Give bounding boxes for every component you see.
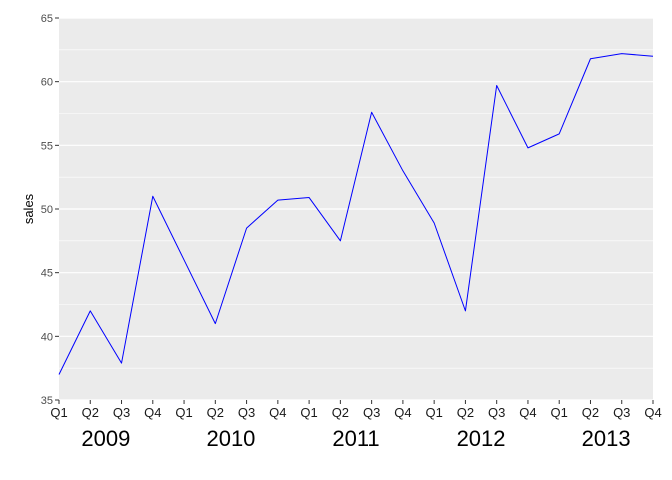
x-tick-label: Q4 <box>644 405 661 420</box>
y-tick-label: 50 <box>41 204 53 216</box>
x-tick-label: Q2 <box>82 405 99 420</box>
y-tick-label: 40 <box>41 331 53 343</box>
x-tick-label: Q2 <box>332 405 349 420</box>
year-label: 2012 <box>457 426 506 451</box>
x-tick-label: Q3 <box>363 405 380 420</box>
y-tick-label: 55 <box>41 140 53 152</box>
x-tick-label: Q4 <box>269 405 286 420</box>
year-label: 2009 <box>81 426 130 451</box>
year-labels: 2009 2010 2011 2012 2013 <box>81 426 630 451</box>
x-tick-label: Q2 <box>457 405 474 420</box>
x-tick-label: Q4 <box>519 405 536 420</box>
x-axis: Q1 Q2 Q3 Q4 Q1 Q2 Q3 Q4 Q1 Q2 Q3 Q4 Q1 Q2 Q3 Q4 Q1 Q2 Q3 Q4 <box>50 400 662 420</box>
x-tick-label: Q3 <box>613 405 630 420</box>
year-label: 2013 <box>582 426 631 451</box>
x-tick-label: Q2 <box>582 405 599 420</box>
x-tick-label: Q4 <box>144 405 161 420</box>
sales-line <box>58 53 654 375</box>
major-gridlines <box>59 17 653 401</box>
year-label: 2011 <box>332 426 379 451</box>
series-group <box>58 53 654 375</box>
x-tick-label: Q3 <box>113 405 130 420</box>
x-tick-label: Q3 <box>488 405 505 420</box>
year-label: 2010 <box>206 426 255 451</box>
x-tick-label: Q2 <box>207 405 224 420</box>
x-tick-label: Q1 <box>425 405 442 420</box>
y-axis-title: sales <box>21 193 36 224</box>
x-tick-label: Q1 <box>50 405 67 420</box>
y-tick-label: 45 <box>41 268 53 280</box>
x-tick-label: Q1 <box>175 405 192 420</box>
y-axis: 35 40 45 50 55 60 65 <box>41 13 59 407</box>
x-tick-label: Q1 <box>551 405 568 420</box>
x-tick-label: Q4 <box>394 405 411 420</box>
y-tick-label: 60 <box>41 77 53 89</box>
x-tick-label: Q3 <box>238 405 255 420</box>
y-tick-label: 65 <box>41 13 53 25</box>
x-tick-label: Q1 <box>300 405 317 420</box>
y-tick-label: 35 <box>41 395 53 407</box>
